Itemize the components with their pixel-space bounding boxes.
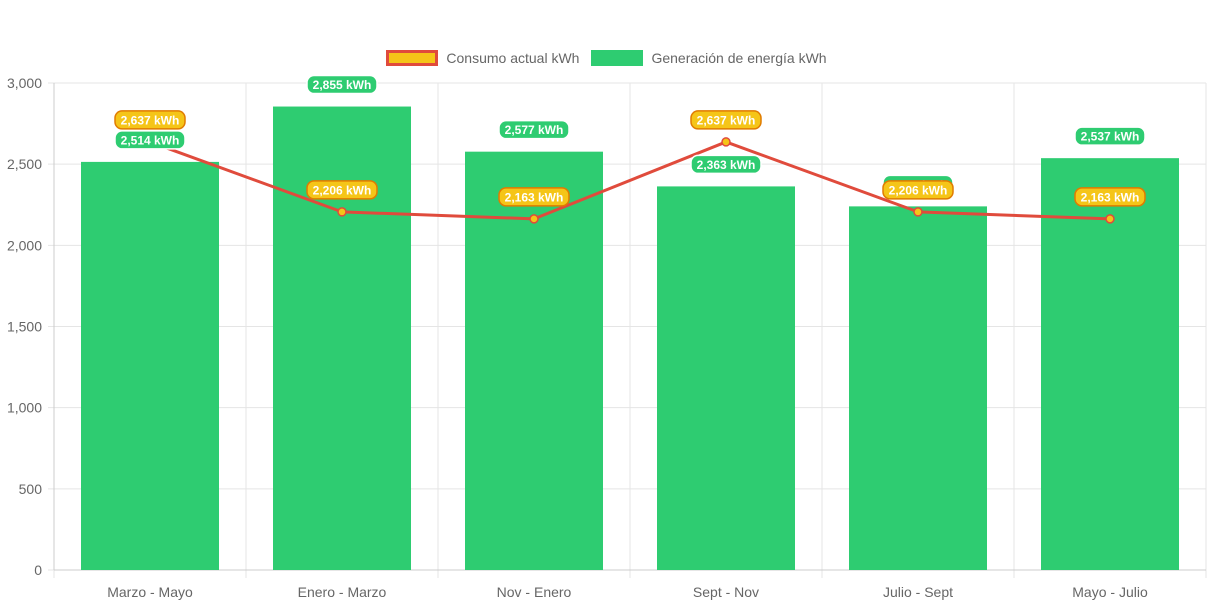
line-data-label: 2,206 kWh — [889, 183, 948, 197]
y-tick-label: 1,000 — [7, 400, 42, 416]
line-point — [1105, 214, 1115, 224]
line-data-badge — [498, 187, 570, 207]
y-tick-label: 500 — [19, 481, 43, 497]
line-data-badge — [690, 110, 762, 130]
line-data-label: 2,163 kWh — [1081, 190, 1140, 204]
y-tick-label: 3,000 — [7, 75, 42, 91]
line-data-label: 2,637 kWh — [121, 113, 180, 127]
bar-data-badge — [306, 74, 378, 95]
bar — [1041, 158, 1179, 570]
bar-data-label: 2,855 kWh — [313, 78, 372, 92]
legend-item-generacion[interactable]: Generación de energía kWh — [591, 50, 827, 66]
x-tick-label: Nov - Enero — [497, 584, 572, 600]
line-data-label: 2,637 kWh — [697, 113, 756, 127]
x-tick-label: Sept - Nov — [693, 584, 759, 600]
line-data-label: 2,206 kWh — [313, 183, 372, 197]
bar-data-badge — [498, 119, 570, 140]
bar-data-badge — [114, 130, 186, 150]
legend-label-generacion: Generación de energía kWh — [651, 50, 827, 66]
legend-label-consumo: Consumo actual kWh — [446, 50, 580, 66]
line-data-badge — [114, 110, 186, 130]
x-tick-label: Marzo - Mayo — [107, 584, 193, 600]
chart-legend: Consumo actual kWh Generación de energía… — [0, 50, 1213, 66]
line-data-badge — [1074, 187, 1146, 207]
line-series — [149, 140, 1111, 221]
y-tick-label: 2,500 — [7, 156, 42, 172]
line-data-badge — [882, 180, 954, 200]
legend-item-consumo[interactable]: Consumo actual kWh — [386, 50, 579, 66]
bar-data-label: 2,577 kWh — [505, 123, 564, 137]
line-point — [721, 137, 731, 147]
bar — [657, 186, 795, 571]
line-data-badge — [306, 180, 378, 200]
bar-data-badge — [1074, 126, 1146, 146]
x-tick-label: Mayo - Julio — [1072, 584, 1148, 600]
line-data-label: 2,163 kWh — [505, 190, 564, 204]
x-tick-label: Julio - Sept — [883, 584, 953, 600]
bar-data-label: 2,537 kWh — [1081, 130, 1140, 144]
x-tick-label: Enero - Marzo — [298, 584, 387, 600]
line-point — [529, 214, 539, 224]
y-tick-label: 2,000 — [7, 237, 42, 253]
y-tick-label: 1,500 — [7, 319, 42, 335]
bar-data-badge — [690, 154, 762, 175]
bar — [849, 206, 987, 570]
y-tick-label: 0 — [34, 562, 42, 578]
legend-swatch-generacion — [591, 50, 644, 66]
bar-data-label: 2,363 kWh — [697, 158, 756, 172]
bar — [81, 161, 219, 571]
bar — [273, 106, 411, 570]
line-point — [913, 207, 923, 217]
bar-data-label: 2,514 kWh — [121, 133, 180, 147]
legend-swatch-consumo — [386, 50, 439, 66]
line-point — [337, 207, 347, 217]
